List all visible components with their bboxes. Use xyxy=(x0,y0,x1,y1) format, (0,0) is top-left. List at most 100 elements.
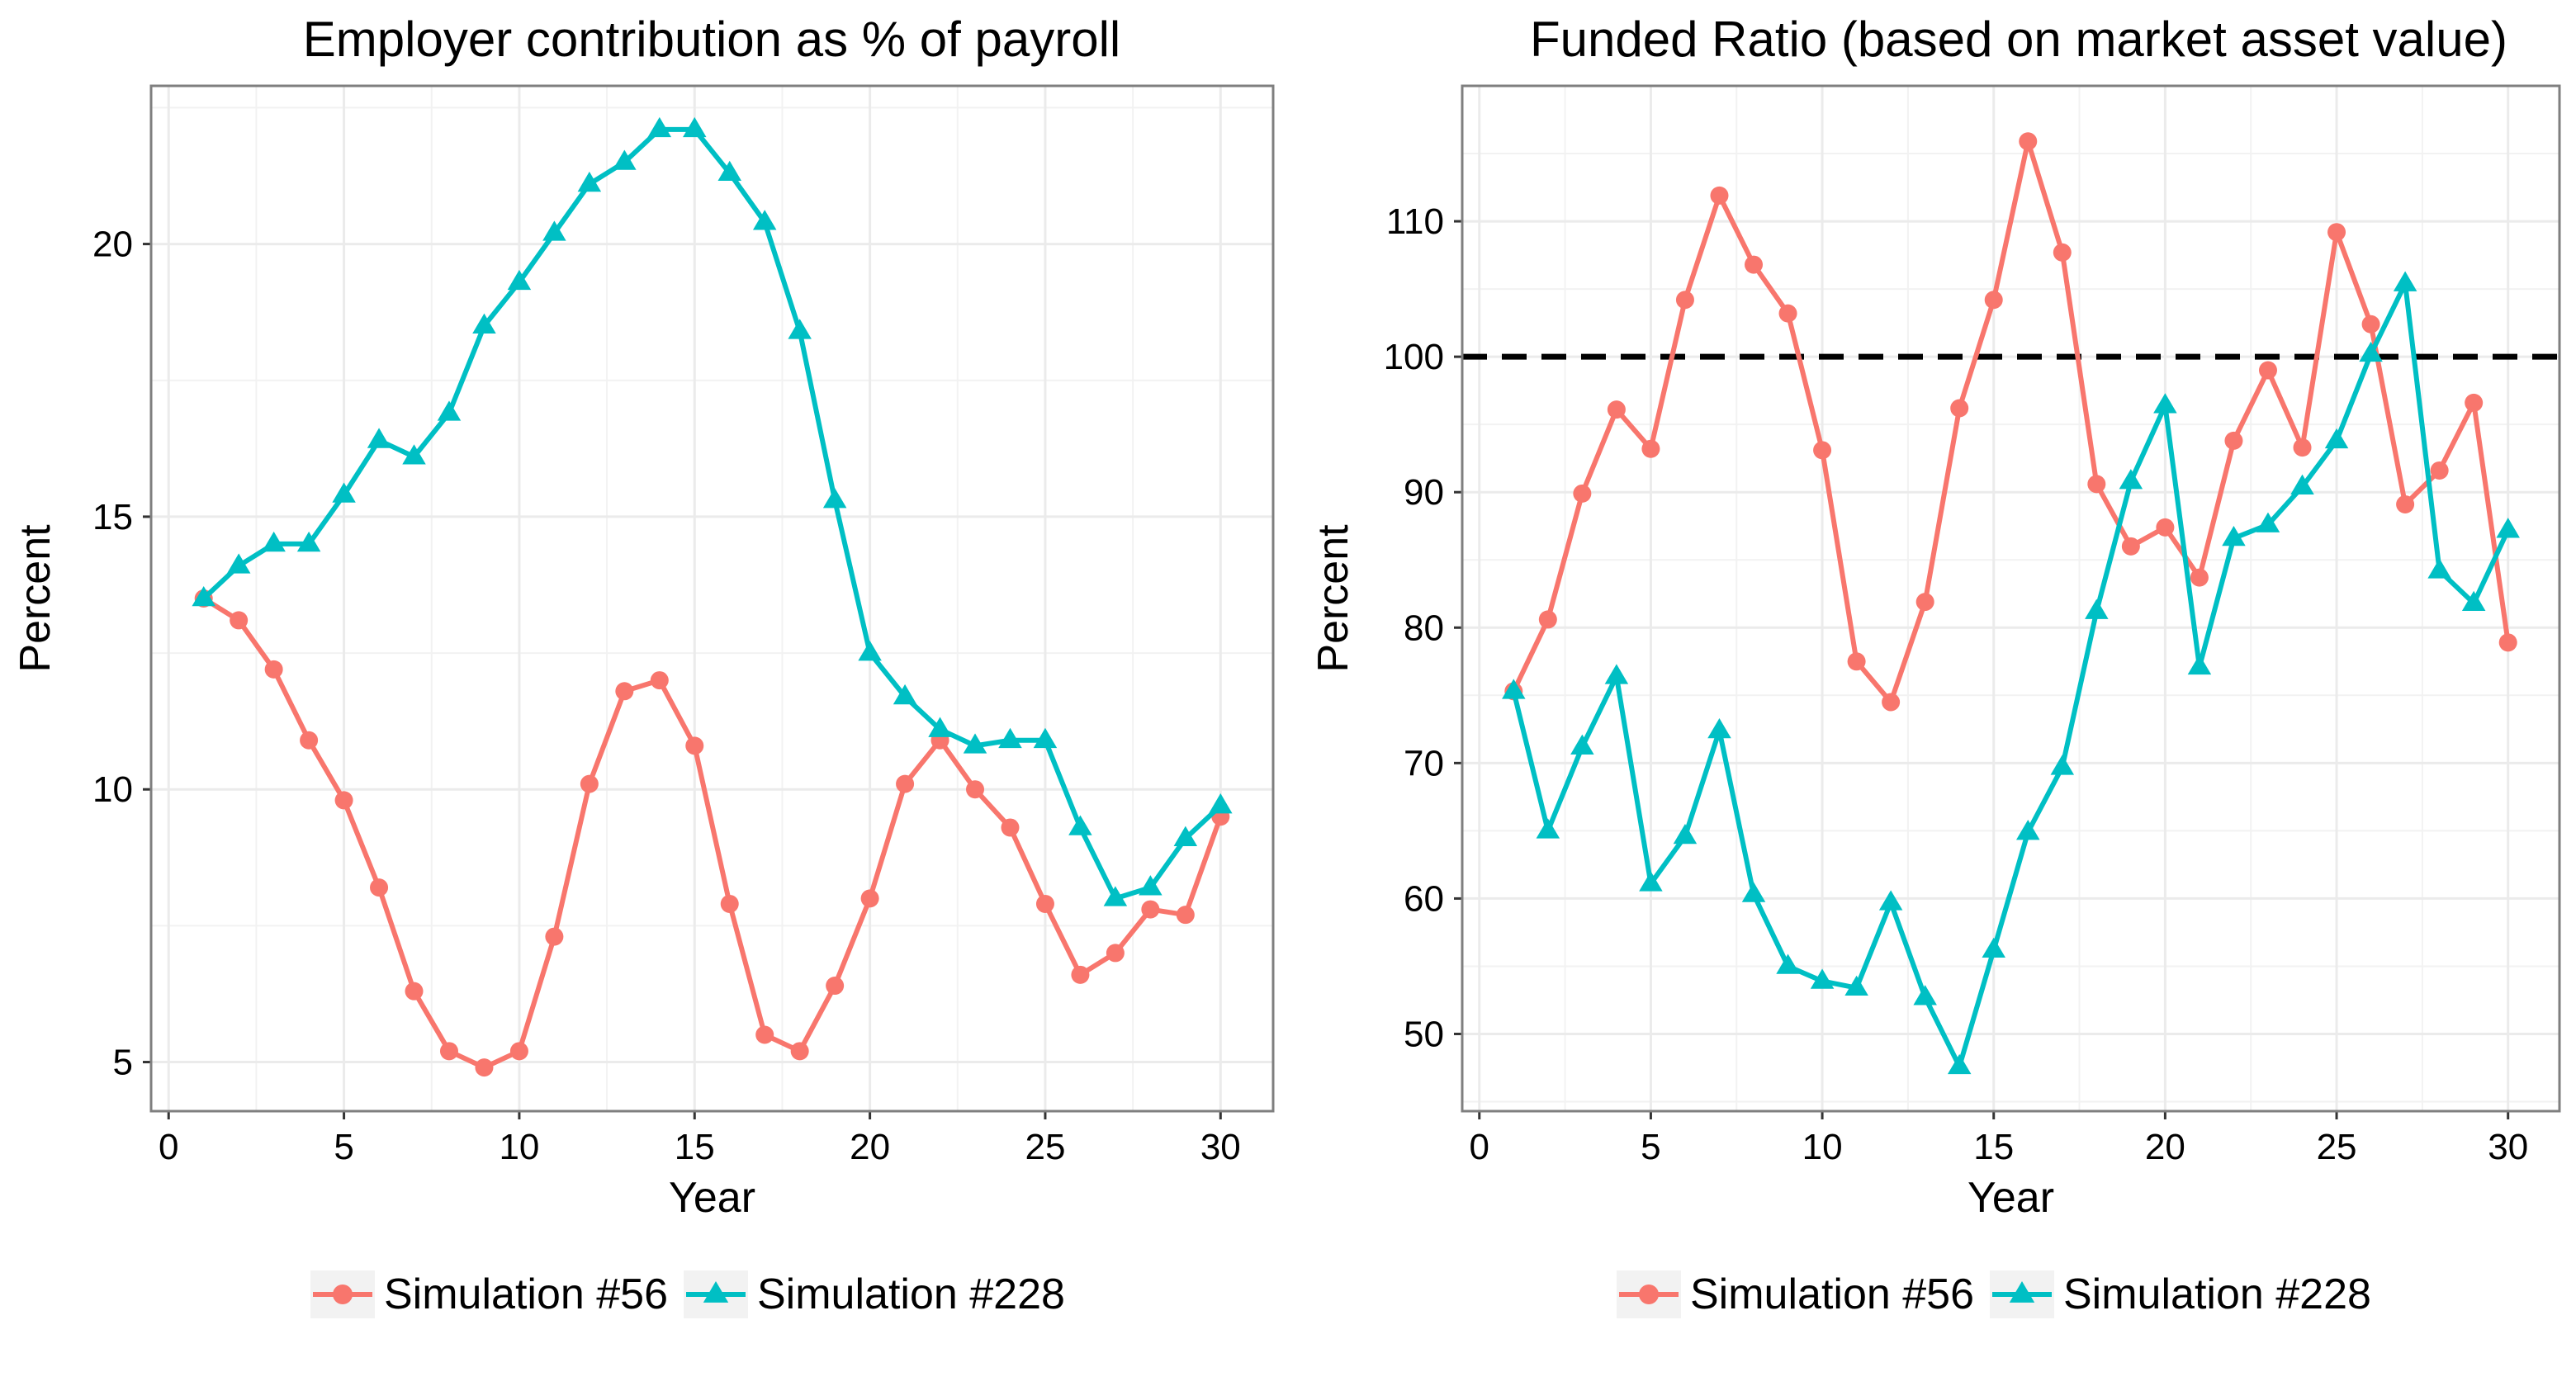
data-point xyxy=(1139,875,1163,896)
legend-label: Simulation #228 xyxy=(2063,1270,2371,1318)
data-point xyxy=(2119,469,2143,490)
chart-panel-1: 0 5 10 15 20 25 30 5 10 15 20 Employer contribution… xyxy=(12,12,1275,1320)
data-point xyxy=(1776,953,1800,974)
y-tick-label: 10 xyxy=(92,769,133,810)
data-point xyxy=(2496,518,2520,538)
data-point xyxy=(1745,255,1764,274)
data-point xyxy=(1068,815,1092,835)
data-point xyxy=(405,982,424,1001)
data-point xyxy=(1844,975,1868,996)
data-point xyxy=(472,313,496,334)
data-point xyxy=(1641,439,1660,458)
data-point xyxy=(1707,717,1731,739)
data-point xyxy=(1176,906,1195,925)
data-point xyxy=(1536,818,1560,839)
y-tick-label: 110 xyxy=(1386,201,1444,242)
data-point xyxy=(2256,512,2280,532)
legend-item-1: Simulation #56 xyxy=(1615,1269,1974,1320)
data-point xyxy=(650,671,669,690)
data-point xyxy=(2327,223,2346,242)
chart-title: Employer contribution as % of payroll xyxy=(303,12,1120,67)
x-tick-label: 0 xyxy=(1470,1127,1489,1167)
data-point xyxy=(2121,537,2140,556)
plot-background xyxy=(151,86,1273,1111)
data-point xyxy=(1882,693,1901,712)
y-tick-label: 5 xyxy=(113,1043,133,1083)
data-point xyxy=(860,889,879,908)
x-tick-label: 20 xyxy=(850,1127,890,1167)
data-point xyxy=(613,149,637,170)
plot-background xyxy=(1462,86,2559,1111)
data-point xyxy=(788,319,812,339)
data-point xyxy=(367,428,391,448)
data-point xyxy=(1778,304,1797,323)
data-point xyxy=(370,878,389,897)
data-point xyxy=(2461,590,2486,612)
series-line xyxy=(201,126,1223,901)
series-1 xyxy=(1504,132,2517,712)
data-point xyxy=(1915,593,1934,612)
y-tick-label: 70 xyxy=(1404,743,1444,783)
legend-label: Simulation #228 xyxy=(757,1270,1065,1318)
data-point xyxy=(1813,441,1832,460)
data-point xyxy=(192,586,215,607)
x-tick-label: 0 xyxy=(159,1127,178,1167)
data-point xyxy=(1502,679,1526,699)
y-axis-label: Percent xyxy=(12,524,59,673)
data-point xyxy=(2016,820,2040,840)
data-point xyxy=(2156,518,2175,537)
data-point xyxy=(2222,525,2246,546)
chart-panel-2: 0 5 10 15 20 25 30 50 60 70 80 90 100 110 Funded Ratio… xyxy=(1309,12,2561,1320)
data-point xyxy=(683,116,707,138)
data-point xyxy=(1639,871,1663,892)
y-tick-label: 90 xyxy=(1404,472,1444,513)
data-point xyxy=(1913,985,1937,1005)
data-point xyxy=(1033,727,1058,749)
data-point xyxy=(437,400,462,421)
data-point xyxy=(1673,823,1698,845)
x-axis-label: Year xyxy=(669,1174,755,1222)
data-point xyxy=(896,774,915,793)
data-point xyxy=(1001,818,1020,837)
data-point xyxy=(1984,291,2003,310)
data-point xyxy=(580,774,599,793)
data-point xyxy=(1071,965,1090,984)
data-point xyxy=(2053,243,2072,262)
data-point xyxy=(2190,568,2209,587)
data-point xyxy=(296,531,321,552)
series-2 xyxy=(1502,271,2520,1075)
data-point xyxy=(2290,474,2314,494)
data-point xyxy=(2019,132,2038,151)
data-point xyxy=(647,116,672,138)
data-point xyxy=(2293,438,2312,457)
data-point xyxy=(402,444,426,465)
data-point xyxy=(2324,428,2349,449)
x-tick-label: 25 xyxy=(1025,1127,1065,1167)
data-point xyxy=(2465,393,2484,412)
data-point xyxy=(509,1042,528,1061)
data-point xyxy=(226,553,251,574)
data-point xyxy=(1604,664,1629,684)
data-point xyxy=(720,894,739,913)
x-tick-label: 10 xyxy=(1802,1127,1843,1167)
data-point xyxy=(542,220,566,241)
data-point xyxy=(1950,399,1969,418)
legend-item-2: Simulation #228 xyxy=(1988,1269,2371,1320)
x-tick-label: 15 xyxy=(1973,1127,2014,1167)
data-point xyxy=(1982,937,2005,958)
data-point xyxy=(2393,271,2417,291)
legend-key-marker xyxy=(703,1281,729,1303)
series-line xyxy=(1511,281,2511,1069)
data-point xyxy=(998,727,1022,749)
chart-title: Funded Ratio (based on market asset valu… xyxy=(1530,12,2507,67)
x-tick-label: 20 xyxy=(2145,1127,2185,1167)
data-point xyxy=(1675,291,1694,310)
y-axis-label: Percent xyxy=(1309,524,1357,673)
legend-item-1: Simulation #56 xyxy=(309,1269,668,1320)
y-tick-label: 60 xyxy=(1404,878,1444,919)
legend: Simulation #56 Simulation #228 xyxy=(1615,1269,2371,1320)
data-point xyxy=(2396,494,2415,513)
legend-key-marker xyxy=(333,1285,353,1304)
data-point xyxy=(545,927,564,946)
